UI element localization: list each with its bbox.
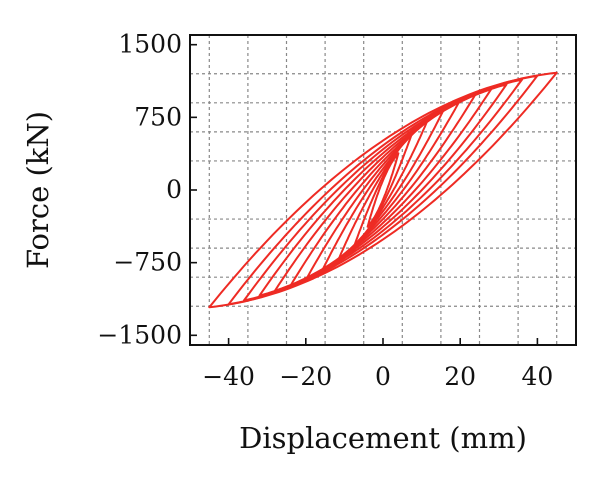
plot-frame bbox=[189, 34, 577, 346]
y-tick-label-3: 750 bbox=[134, 102, 182, 131]
y-tick-label-4: 1500 bbox=[118, 30, 182, 59]
y-tick-label-0: −1500 bbox=[97, 320, 182, 349]
y-tick-label-1: −750 bbox=[113, 248, 182, 277]
x-tick-labels: −40 −20 0 20 40 bbox=[202, 362, 553, 391]
x-tick-label-0: −40 bbox=[202, 362, 255, 391]
x-axis-title: Displacement (mm) bbox=[239, 421, 527, 455]
hysteresis-loop-0 bbox=[366, 152, 400, 228]
y-tick-label-2: 0 bbox=[166, 175, 182, 204]
x-tick-label-1: −20 bbox=[279, 362, 332, 391]
grid bbox=[190, 35, 576, 345]
hysteresis-loops bbox=[208, 71, 558, 309]
axis-ticks bbox=[190, 43, 539, 345]
x-tick-label-2: 0 bbox=[375, 362, 391, 391]
y-tick-labels: −1500 −750 0 750 1500 bbox=[97, 30, 182, 350]
hysteresis-loop-10 bbox=[208, 71, 558, 309]
x-tick-label-4: 40 bbox=[521, 362, 553, 391]
hysteresis-loop-8 bbox=[243, 78, 523, 302]
x-tick-label-3: 20 bbox=[444, 362, 476, 391]
hysteresis-loop-9 bbox=[227, 74, 539, 306]
y-axis-title: Force (kN) bbox=[21, 111, 55, 269]
hysteresis-loop-7 bbox=[258, 83, 508, 297]
